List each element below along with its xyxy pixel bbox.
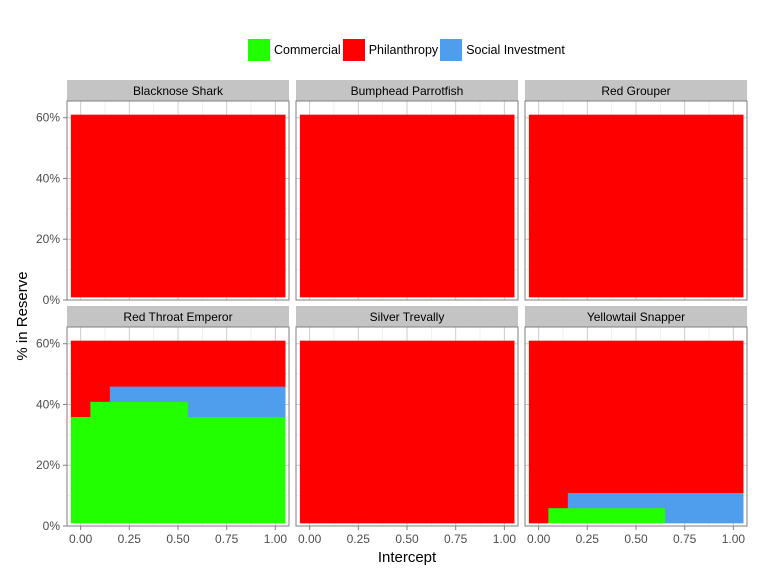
facet-title: Yellowtail Snapper [587, 310, 685, 324]
y-tick-label: 60% [36, 111, 60, 125]
facet-yellowtail-snapper: Yellowtail Snapper 0.00 0.25 0.50 0.75 1.00 [524, 306, 748, 546]
facet-strip [296, 306, 518, 327]
y-tick-label: 0% [43, 293, 61, 307]
facet-strip [296, 80, 518, 101]
area-segment-philanthropy [665, 340, 744, 493]
y-tick-label: 40% [36, 397, 60, 411]
x-tick-label: 0.75 [215, 532, 239, 546]
y-tick-label: 0% [43, 519, 61, 533]
area-segment-philanthropy [528, 340, 549, 524]
area-segment-philanthropy [299, 340, 515, 524]
facet-title: Blacknose Shark [133, 84, 224, 98]
area-segment-philanthropy [299, 114, 515, 298]
legend-label-philanthropy: Philanthropy [368, 43, 439, 57]
legend: Commercial Philanthropy Social Investmen… [248, 38, 567, 62]
panel-border [295, 100, 519, 301]
area-segment-philanthropy [567, 340, 666, 493]
facet-title: Red Throat Emperor [123, 310, 232, 324]
panel-border [66, 100, 290, 301]
area-segment-philanthropy [548, 340, 569, 509]
area-segment-commercial [109, 401, 189, 524]
facet-strip [525, 80, 747, 101]
legend-item-philanthropy: Philanthropy [342, 39, 439, 61]
x-tick-label: 1.00 [493, 532, 517, 546]
area-segment-social-investment [567, 492, 666, 509]
area-segment-philanthropy [187, 340, 286, 387]
x-tick-label: 0.25 [576, 532, 600, 546]
x-tick-label: 1.00 [722, 532, 746, 546]
y-tick-label: 20% [36, 232, 60, 246]
area-segment-social-investment [665, 492, 744, 524]
area-segment-commercial [90, 401, 111, 524]
legend-key-philanthropy [342, 39, 365, 61]
facet-red-grouper: Red Grouper [524, 80, 748, 301]
facet-title: Silver Trevally [370, 310, 445, 324]
legend-key-commercial [248, 39, 270, 61]
area-segment-commercial [548, 507, 569, 524]
facet-bumphead-parrotfish: Bumphead Parrotfish [295, 80, 519, 301]
area-segment-commercial [187, 416, 286, 524]
area-segment-philanthropy [90, 340, 111, 402]
area-segment-philanthropy [70, 340, 91, 418]
facet-red-throat-emperor: Red Throat Emperor 0% 20% 40% 60% 0.00 0.25 0.5… [36, 306, 290, 546]
facet-title: Bumphead Parrotfish [351, 84, 464, 98]
legend-item-commercial: Commercial [248, 39, 341, 61]
x-tick-label: 0.50 [395, 532, 419, 546]
area-segment-social-investment [187, 386, 286, 418]
facet-strip [67, 306, 289, 327]
x-tick-label: 0.75 [673, 532, 697, 546]
x-tick-label: 0.00 [69, 532, 93, 546]
facet-silver-trevally: Silver Trevally 0.00 0.25 0.50 0.75 1.00 [295, 306, 519, 546]
x-tick-label: 0.25 [347, 532, 371, 546]
legend-label-social-investment: Social Investment [466, 43, 565, 57]
facet-strip [525, 306, 747, 327]
y-axis-title: % in Reserve [14, 271, 31, 360]
area-segment-philanthropy [70, 114, 286, 298]
facet-title: Red Grouper [601, 84, 670, 98]
area-segment-commercial [567, 507, 666, 524]
x-tick-label: 0.75 [444, 532, 468, 546]
x-tick-label: 0.00 [298, 532, 322, 546]
panel-border [524, 100, 748, 301]
area-segment-commercial [70, 416, 91, 524]
legend-label-commercial: Commercial [274, 43, 341, 57]
area-segment-philanthropy [109, 340, 189, 387]
y-tick-label: 20% [36, 458, 60, 472]
y-tick-label: 40% [36, 171, 60, 185]
facet-strip [67, 80, 289, 101]
legend-key-social-investment [440, 39, 463, 61]
legend-item-social-investment: Social Investment [440, 39, 565, 61]
x-axis-title: Intercept [378, 549, 437, 566]
x-tick-label: 1.00 [264, 532, 288, 546]
y-tick-label: 60% [36, 337, 60, 351]
x-tick-label: 0.00 [527, 532, 551, 546]
x-tick-label: 0.50 [166, 532, 190, 546]
facet-blacknose-shark: Blacknose Shark 0% 20% 40% 60% [36, 80, 290, 307]
x-tick-label: 0.50 [624, 532, 648, 546]
area-segment-philanthropy [528, 114, 744, 298]
x-tick-label: 0.25 [118, 532, 142, 546]
area-segment-social-investment [109, 386, 189, 402]
